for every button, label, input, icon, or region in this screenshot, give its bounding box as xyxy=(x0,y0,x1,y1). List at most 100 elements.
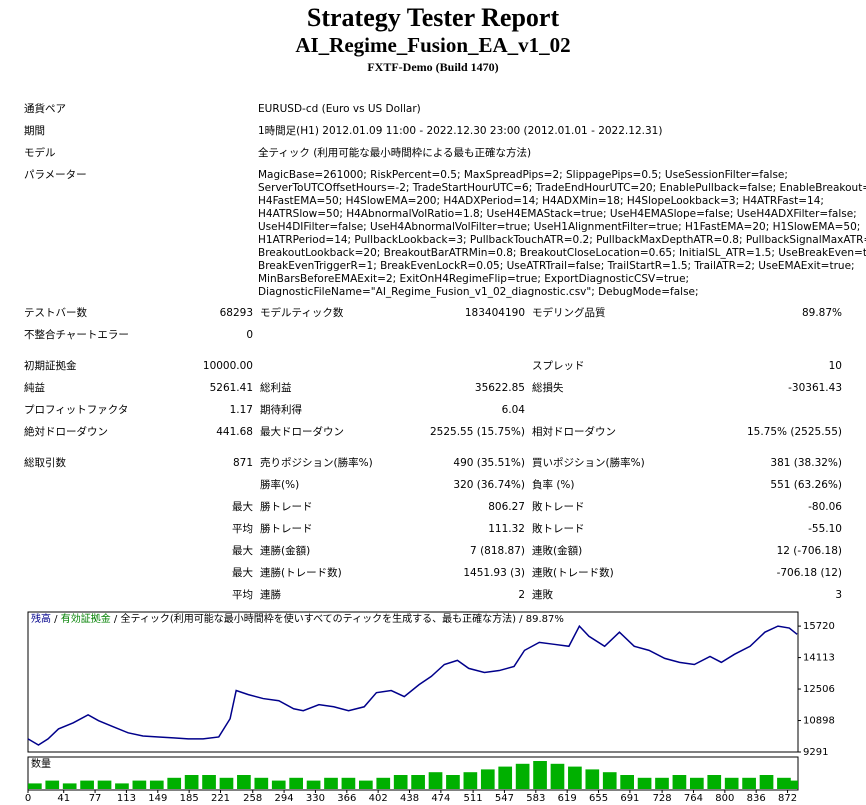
info-value: EURUSD-cd (Euro vs US Dollar) xyxy=(258,103,421,115)
volume-bar xyxy=(358,780,373,789)
stat-label: 負率 (%) xyxy=(532,479,575,491)
stat-label: 連勝 xyxy=(260,589,281,601)
x-tick-label: 258 xyxy=(243,793,262,804)
legend: 残高 / 有効証拠金 / 全ティック(利用可能な最小時間枠を使いすべてのティック… xyxy=(31,612,564,625)
stat-value: 3 xyxy=(835,589,842,601)
stat-label: 最大ドローダウン xyxy=(260,426,344,438)
parameter-line: MinBarsBeforeEMAExit=2; ExitOnH4RegimeFl… xyxy=(258,273,690,285)
parameter-line: ServerToUTCOffsetHours=-2; TradeStartHou… xyxy=(258,182,866,194)
stat-label: 期待利得 xyxy=(260,404,302,416)
volume-bar xyxy=(568,766,582,789)
volume-bar xyxy=(759,775,774,789)
x-tick-label: 691 xyxy=(620,793,639,804)
volume-bar xyxy=(428,772,443,789)
volume-bar xyxy=(45,780,60,789)
volume-bar xyxy=(28,783,42,789)
stat-label: 総損失 xyxy=(532,382,564,394)
volume-bar xyxy=(149,780,164,789)
subtitle: AI_Regime_Fusion_EA_v1_02 xyxy=(295,33,571,57)
volume-bar xyxy=(237,775,251,789)
stat-value: 0 xyxy=(246,329,253,341)
parameter-line: UseH4DIFilter=false; UseH4AbnormalVolFil… xyxy=(258,221,861,233)
x-tick-label: 113 xyxy=(117,793,136,804)
stat-value: 最大 xyxy=(232,501,253,513)
stat-label: 不整合チャートエラー xyxy=(24,329,129,341)
stat-value: 7 (818.87) xyxy=(470,545,525,557)
stat-label: スプレッド xyxy=(532,360,585,372)
stat-value: 490 (35.51%) xyxy=(453,457,525,469)
stat-value: 441.68 xyxy=(216,426,253,438)
x-tick-label: 149 xyxy=(148,793,167,804)
volume-bar xyxy=(620,775,634,789)
stat-value: 5261.41 xyxy=(209,382,253,394)
stat-label: 総取引数 xyxy=(24,457,66,469)
stat-value: 最大 xyxy=(232,567,253,579)
x-tick-label: 836 xyxy=(747,793,766,804)
volume-bar xyxy=(602,772,617,789)
legend-equity: 有効証拠金 xyxy=(61,612,111,625)
stat-value: 10000.00 xyxy=(202,360,253,372)
separator: / xyxy=(51,614,61,625)
stat-label: 絶対ドローダウン xyxy=(24,426,108,438)
volume-bar xyxy=(132,780,147,789)
volume-bar xyxy=(446,775,460,789)
volume-bar xyxy=(655,777,669,789)
stat-label: モデルティック数 xyxy=(260,307,344,319)
volume-bar xyxy=(498,766,513,789)
volume-bar xyxy=(167,777,182,789)
stat-label: 敗トレード xyxy=(532,523,585,535)
y-tick-label: 14113 xyxy=(803,653,835,664)
stat-label: テストバー数 xyxy=(24,307,87,319)
title: Strategy Tester Report xyxy=(306,3,560,32)
parameter-line: BreakoutLookback=20; BreakoutBarATRMin=0… xyxy=(258,247,866,259)
info-label: 通貨ペア xyxy=(24,103,66,115)
legend-model: 全ティック(利用可能な最小時間枠を使いすべてのティックを生成する、最も正確な方法… xyxy=(120,612,516,625)
stat-value: 1.17 xyxy=(229,404,253,416)
parameter-line: H4FastEMA=50; H4SlowEMA=200; H4ADXPeriod… xyxy=(258,195,824,207)
x-tick-label: 330 xyxy=(306,793,325,804)
stat-label: 連敗(トレード数) xyxy=(532,567,614,579)
x-tick-label: 728 xyxy=(653,793,672,804)
legend-quality: 89.87% xyxy=(526,614,564,625)
stat-value: 2 xyxy=(518,589,525,601)
x-tick-label: 41 xyxy=(57,793,70,804)
parameter-line: H4ATRSlow=50; H4AbnormalVolRatio=1.8; Us… xyxy=(258,208,857,220)
volume-bar xyxy=(724,777,739,789)
volume-bar xyxy=(742,777,756,789)
stat-label: プロフィットファクタ xyxy=(24,404,129,416)
parameter-line: H1ATRPeriod=14; PullbackLookback=3; Pull… xyxy=(258,234,866,246)
legend-balance: 残高 xyxy=(31,612,51,625)
y-tick-label: 15720 xyxy=(803,621,835,632)
balance-line xyxy=(27,624,798,746)
parameter-line: BreakEvenTriggerR=1; BreakEvenLockR=0.05… xyxy=(258,260,855,272)
y-tick-label: 9291 xyxy=(803,747,828,758)
stat-label: 相対ドローダウン xyxy=(532,426,616,438)
stat-label: 買いポジション(勝率%) xyxy=(532,457,645,469)
x-tick-label: 402 xyxy=(369,793,388,804)
stat-value: 551 (63.26%) xyxy=(770,479,842,491)
stat-value: 12 (-706.18) xyxy=(776,545,842,557)
stat-label: 初期証拠金 xyxy=(24,360,77,372)
stat-label: 勝トレード xyxy=(260,501,313,513)
stat-value: 平均 xyxy=(232,523,253,535)
stat-value: 1451.93 (3) xyxy=(463,567,525,579)
x-tick-label: 511 xyxy=(464,793,483,804)
x-tick-label: 655 xyxy=(589,793,608,804)
volume-bar xyxy=(341,777,356,789)
stat-value: 2525.55 (15.75%) xyxy=(430,426,525,438)
x-tick-label: 583 xyxy=(526,793,545,804)
stat-label: 連勝(金額) xyxy=(260,545,311,557)
stat-value: 15.75% (2525.55) xyxy=(747,426,842,438)
stat-value: 89.87% xyxy=(801,307,842,319)
x-tick-label: 800 xyxy=(715,793,734,804)
separator: / xyxy=(111,614,121,625)
y-tick-label: 10898 xyxy=(803,716,835,727)
volume-bar xyxy=(550,763,565,789)
volume-bar xyxy=(271,780,286,789)
stat-label: モデリング品質 xyxy=(532,307,606,319)
stat-label: 売りポジション(勝率%) xyxy=(260,457,373,469)
stat-label: 総利益 xyxy=(260,382,292,394)
volume-bar xyxy=(463,772,478,789)
volume-bar xyxy=(533,761,547,789)
